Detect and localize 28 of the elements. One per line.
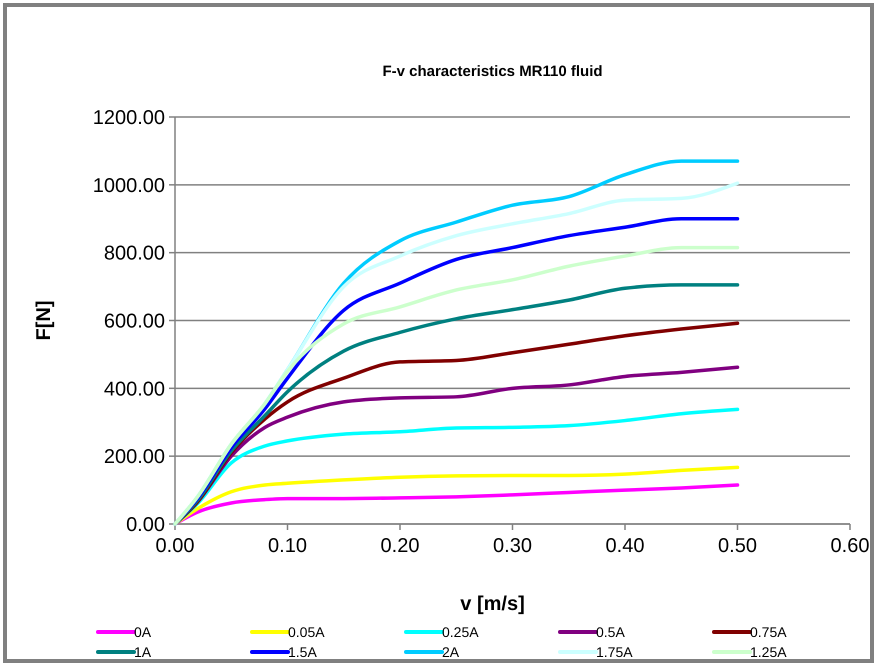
line-series xyxy=(173,483,740,526)
x-tick-label: 0.00 xyxy=(156,535,194,557)
x-tick-label: 0.10 xyxy=(268,535,307,557)
y-tick-label: 1200.00 xyxy=(92,107,165,129)
y-tick-label: 600.00 xyxy=(104,310,165,332)
legend-label: 0.75A xyxy=(750,624,788,640)
y-axis-title: F[N] xyxy=(33,300,55,340)
x-tick-label: 0.20 xyxy=(380,535,420,557)
y-tick-label: 0.00 xyxy=(126,514,165,536)
legend-label: 2A xyxy=(442,644,460,660)
legend-label: 1.25A xyxy=(750,644,788,660)
legend-label: 0.5A xyxy=(596,624,626,640)
legend-label: 1A xyxy=(134,644,152,660)
y-tick-label: 400.00 xyxy=(104,378,165,400)
y-tick-label: 1000.00 xyxy=(92,174,165,197)
legend-label: 0.25A xyxy=(442,624,480,640)
chart-title: F-v characteristics MR110 fluid xyxy=(382,63,603,80)
x-tick-label: 0.50 xyxy=(718,535,757,557)
x-tick-label: 0.30 xyxy=(493,535,532,557)
y-tick-label: 200.00 xyxy=(104,446,165,468)
legend-label: 0A xyxy=(134,624,152,640)
legend-label: 1.5A xyxy=(288,644,318,660)
legend-label: 0.05A xyxy=(288,624,326,640)
legend-label: 1.75A xyxy=(596,644,634,660)
x-tick-label: 0.40 xyxy=(606,535,644,557)
x-axis-title: v [m/s] xyxy=(460,593,525,615)
x-tick-label: 0.60 xyxy=(830,535,870,557)
y-tick-label: 800.00 xyxy=(104,242,165,265)
